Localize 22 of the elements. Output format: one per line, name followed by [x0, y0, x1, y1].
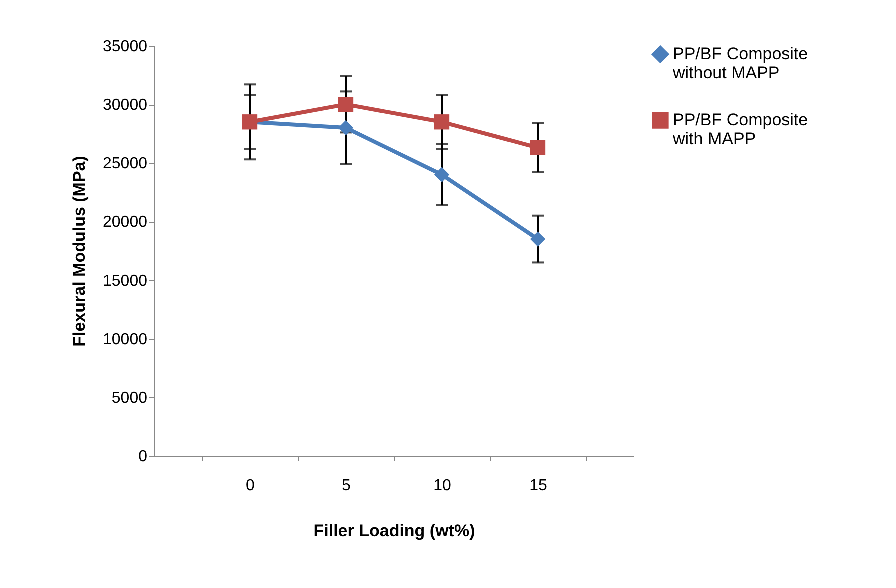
legend-label: PP/BF Composite without MAPP	[672, 44, 808, 82]
y-tick-label: 25000	[103, 156, 148, 173]
x-tick-label: 10	[434, 478, 452, 494]
y-tick-label: 5000	[112, 390, 148, 407]
y-tick-label: 30000	[103, 97, 148, 114]
point	[338, 120, 354, 136]
y-tick-label: 10000	[103, 331, 148, 348]
x-tick-label: 5	[342, 478, 352, 494]
point	[530, 140, 546, 156]
y-axis-title: Flexural Modulus (MPa)	[70, 156, 90, 347]
x-tick-label: 0	[246, 478, 256, 494]
y-tick-label: 0	[138, 448, 148, 466]
x-tick-label: 15	[530, 478, 548, 494]
y-tick-label: 20000	[103, 214, 148, 232]
point	[530, 232, 546, 247]
y-tick-label: 35000	[103, 38, 148, 56]
point	[434, 114, 450, 130]
point	[434, 167, 450, 182]
x-axis-title: Filler Loading (wt%)	[314, 522, 476, 540]
y-tick-label: 15000	[103, 272, 148, 290]
point	[338, 96, 354, 112]
legend-label: PP/BF Composite with MAPP	[672, 110, 808, 148]
